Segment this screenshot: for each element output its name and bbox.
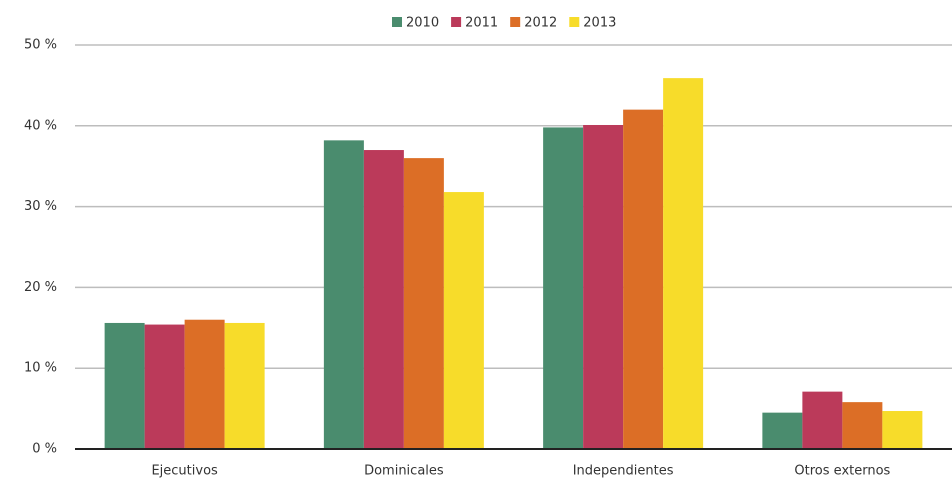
x-tick-label: Independientes — [573, 464, 674, 479]
legend-label: 2013 — [583, 16, 616, 31]
bar — [403, 158, 444, 449]
x-tick-label: Dominicales — [364, 464, 444, 479]
y-tick-label: 40 % — [24, 118, 57, 133]
x-tick-label: Ejecutivos — [151, 464, 218, 479]
legend-swatch — [392, 17, 402, 27]
bar — [762, 412, 803, 449]
legend-label: 2010 — [406, 16, 439, 31]
bar — [623, 109, 664, 449]
legend-swatch — [510, 17, 521, 27]
y-tick-label: 50 % — [24, 38, 57, 53]
y-tick-label: 0 % — [32, 442, 57, 457]
y-tick-label: 10 % — [24, 361, 57, 376]
bar — [443, 192, 484, 449]
y-tick-label: 30 % — [24, 199, 57, 214]
legend-swatch — [569, 17, 580, 27]
bar — [663, 78, 704, 450]
bar — [104, 322, 145, 449]
bar — [882, 411, 923, 449]
bar — [224, 322, 265, 449]
bar — [802, 391, 843, 449]
y-tick-label: 20 % — [24, 280, 57, 295]
bar — [144, 324, 185, 449]
bar — [543, 127, 584, 449]
legend-label: 2011 — [465, 16, 498, 31]
bar — [583, 124, 624, 449]
bar — [842, 402, 883, 449]
x-tick-label: Otros externos — [794, 464, 890, 479]
legend-swatch — [451, 17, 462, 27]
bar — [363, 150, 404, 450]
bar — [184, 319, 225, 449]
legend-label: 2012 — [524, 16, 557, 31]
bar — [323, 140, 364, 449]
